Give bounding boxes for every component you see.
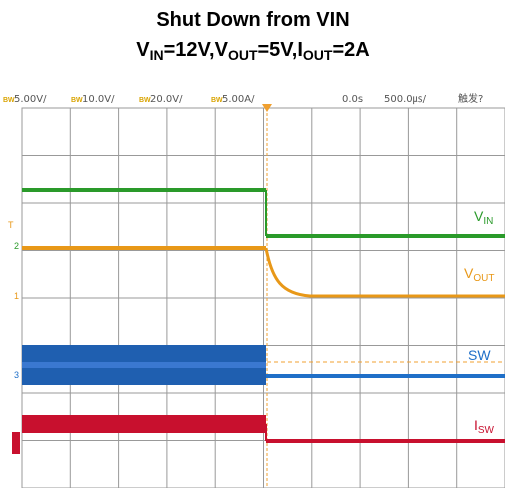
channel-scale: 20.0V/ (150, 94, 183, 105)
traces (22, 188, 505, 443)
subtitle-part: =2A (332, 39, 369, 61)
title: Shut Down from VIN (156, 9, 349, 31)
vout-trace-before (22, 246, 266, 250)
vin-trace-after (266, 234, 505, 238)
subtitle-part: =5V,I (258, 39, 303, 61)
sw-trace-core (22, 362, 266, 368)
channel-markers: T 2 1 3 (8, 220, 20, 454)
channel-scale: 10.0V/ (82, 94, 115, 105)
label-main: V (474, 208, 484, 224)
subtitle-part: V (136, 39, 150, 61)
subscript: OUT (303, 47, 333, 63)
subtitle: VIN=12V,VOUT=5V,IOUT=2A (136, 39, 369, 63)
trigger: 触发? (458, 92, 483, 105)
label-sub: IN (483, 216, 493, 227)
isw-trace-before (22, 415, 266, 433)
sw-trace-after (266, 374, 505, 378)
subscript: OUT (228, 47, 258, 63)
trace-label: SW (468, 347, 491, 363)
marker-2: 2 (14, 241, 19, 251)
subscript: IN (150, 47, 164, 63)
label-main: V (464, 265, 474, 281)
marker-3: 3 (14, 370, 19, 380)
channel-scale: 5.00V/ (14, 94, 47, 105)
marker-t: T (8, 220, 14, 230)
scope-header: BW 5.00V/BW 10.0V/BW 20.0V/BW 5.00A/0.0s 500.… (3, 92, 483, 105)
subtitle-part: =12V,V (164, 39, 229, 61)
timebase: 500.0㎲/ (384, 94, 427, 105)
bw-badge: BW (139, 97, 151, 104)
label-sub: OUT (473, 273, 494, 284)
bw-badge: BW (3, 97, 15, 104)
isw-trace-after (266, 439, 505, 443)
marker-4 (12, 432, 20, 454)
label-sub: SW (478, 425, 495, 436)
channel-scale: 5.00A/ (222, 94, 255, 105)
marker-1: 1 (14, 291, 19, 301)
vout-decay (264, 247, 505, 298)
trace-label: VOUT (464, 265, 494, 284)
label-main: SW (468, 347, 491, 363)
vin-trace-before (22, 188, 266, 192)
trace-label: ISW (474, 417, 495, 436)
bw-badge: BW (71, 97, 83, 104)
label-main: I (474, 417, 478, 433)
trace-label: VIN (474, 208, 493, 227)
trigger-marker (262, 104, 272, 112)
bw-badge: BW (211, 97, 223, 104)
delay: 0.0s (342, 94, 363, 105)
grid-lines (22, 108, 505, 488)
